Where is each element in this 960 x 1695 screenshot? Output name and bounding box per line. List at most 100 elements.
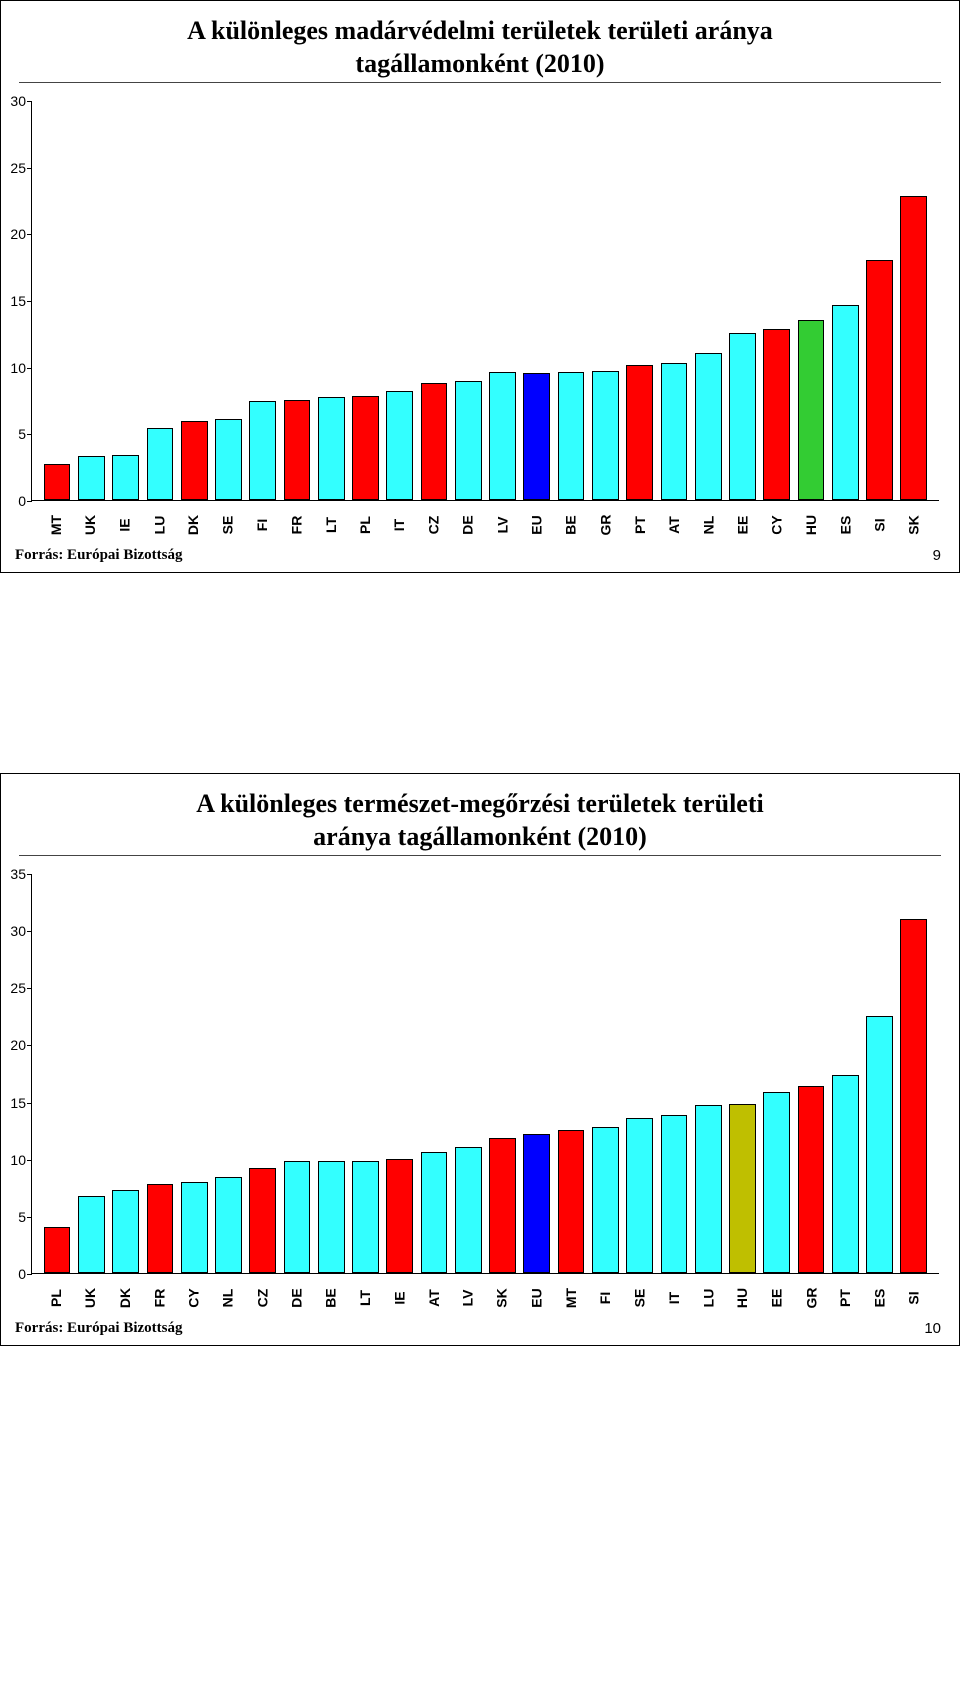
source-label: Forrás: Európai Bizottság <box>15 1320 182 1337</box>
bar-slot <box>725 333 759 500</box>
bar-slot <box>588 371 622 500</box>
xlabel-slot: AT <box>657 503 691 519</box>
bar-slot <box>109 455 143 500</box>
xlabel-IT: IT <box>666 1292 682 1304</box>
bar-NL <box>695 353 722 500</box>
xlabel-LU: LU <box>151 516 167 535</box>
bar-MT <box>44 464 71 500</box>
bar-LU <box>147 428 174 500</box>
bar-SE <box>215 419 242 500</box>
bar-CZ <box>249 1168 276 1273</box>
bar-ES <box>866 1016 893 1273</box>
bars-container <box>32 101 939 500</box>
bar-slot <box>588 1127 622 1273</box>
xlabel-slot: CZ <box>245 1276 279 1292</box>
bar-LU <box>695 1105 722 1273</box>
bar-LV <box>489 372 516 500</box>
xlabel-slot: EE <box>760 1276 794 1292</box>
ytick-label: 5 <box>0 426 26 442</box>
xlabel-slot: FI <box>245 503 279 519</box>
bar-CY <box>763 329 790 500</box>
xlabel-slot: HU <box>725 1276 759 1292</box>
bar-slot <box>657 1115 691 1273</box>
bar-slot <box>417 383 451 500</box>
xlabel-BE: BE <box>563 515 579 534</box>
xlabel-LV: LV <box>460 1290 476 1307</box>
xlabel-slot: NL <box>211 1276 245 1292</box>
xlabel-slot: MT <box>554 1276 588 1292</box>
bar-slot <box>623 365 657 500</box>
xlabel-slot: SI <box>863 503 897 519</box>
bar-SK <box>900 196 927 500</box>
bar-slot <box>143 428 177 500</box>
bar-NL <box>215 1177 242 1273</box>
chart2-title-underline <box>19 855 941 856</box>
xlabel-slot: PT <box>828 1276 862 1292</box>
xlabel-IE: IE <box>117 518 133 531</box>
bar-UK <box>78 456 105 500</box>
bar-slot <box>794 1086 828 1273</box>
ytick-label: 15 <box>0 1095 26 1111</box>
bar-slot <box>74 1196 108 1273</box>
xlabel-EU: EU <box>529 515 545 534</box>
bar-slot <box>760 329 794 500</box>
xlabel-DK: DK <box>117 1288 133 1308</box>
chart1-xlabels: MTUKIELUDKSEFIFRLTPLITCZDELVEUBEGRPTATNL… <box>31 501 939 519</box>
xlabel-UK: UK <box>82 1288 98 1308</box>
bar-slot <box>554 372 588 500</box>
xlabel-slot: CY <box>176 1276 210 1292</box>
xlabel-slot: CZ <box>416 503 450 519</box>
bar-slot <box>520 373 554 500</box>
bar-slot <box>623 1118 657 1273</box>
bar-slot <box>177 421 211 500</box>
bar-IE <box>112 455 139 500</box>
ytick-label: 0 <box>0 1266 26 1282</box>
xlabel-IT: IT <box>391 519 407 531</box>
bar-slot <box>862 1016 896 1273</box>
xlabel-slot: FI <box>588 1276 622 1292</box>
chart2-title-line2: aránya tagállamonként (2010) <box>313 822 647 851</box>
xlabel-slot: SK <box>897 503 931 519</box>
bar-slot <box>520 1134 554 1273</box>
xlabel-slot: IT <box>382 503 416 519</box>
xlabel-slot: ES <box>863 1276 897 1292</box>
bar-DK <box>181 421 208 500</box>
xlabel-slot: MT <box>39 503 73 519</box>
bar-EE <box>729 333 756 500</box>
bar-slot <box>451 381 485 500</box>
slide-2: A különleges természet-megőrzési terület… <box>0 773 960 1346</box>
xlabel-GR: GR <box>597 515 613 536</box>
xlabel-slot: LV <box>485 503 519 519</box>
ytick-label: 10 <box>0 360 26 376</box>
xlabel-EE: EE <box>734 516 750 535</box>
bar-AT <box>421 1152 448 1273</box>
xlabel-slot: GR <box>794 1276 828 1292</box>
xlabel-MT: MT <box>48 515 64 535</box>
bar-slot <box>143 1184 177 1273</box>
bar-slot <box>383 1159 417 1273</box>
bar-SI <box>866 260 893 500</box>
bar-DK <box>112 1190 139 1273</box>
xlabel-slot: PL <box>348 503 382 519</box>
bar-slot <box>485 1138 519 1273</box>
bar-MT <box>558 1130 585 1273</box>
xlabel-NL: NL <box>220 1289 236 1308</box>
xlabel-slot: EE <box>725 503 759 519</box>
xlabel-SI: SI <box>872 518 888 531</box>
ytick-label: 0 <box>0 493 26 509</box>
bar-slot <box>40 1227 74 1273</box>
ytick-mark <box>27 1274 32 1275</box>
xlabel-BE: BE <box>323 1288 339 1307</box>
bar-ES <box>832 305 859 500</box>
xlabel-slot: LU <box>691 1276 725 1292</box>
xlabel-slot: EU <box>519 503 553 519</box>
chart2-title: A különleges természet-megőrzési terület… <box>15 788 945 853</box>
bar-HU <box>798 320 825 500</box>
xlabel-DK: DK <box>185 515 201 535</box>
ytick-label: 25 <box>0 160 26 176</box>
bar-slot <box>109 1190 143 1273</box>
chart2: 05101520253035 PLUKDKFRCYNLCZDEBELTIEATL… <box>15 874 945 1292</box>
xlabel-SE: SE <box>631 1289 647 1308</box>
bar-slot <box>246 1168 280 1273</box>
chart2-title-line1: A különleges természet-megőrzési terület… <box>196 789 763 818</box>
